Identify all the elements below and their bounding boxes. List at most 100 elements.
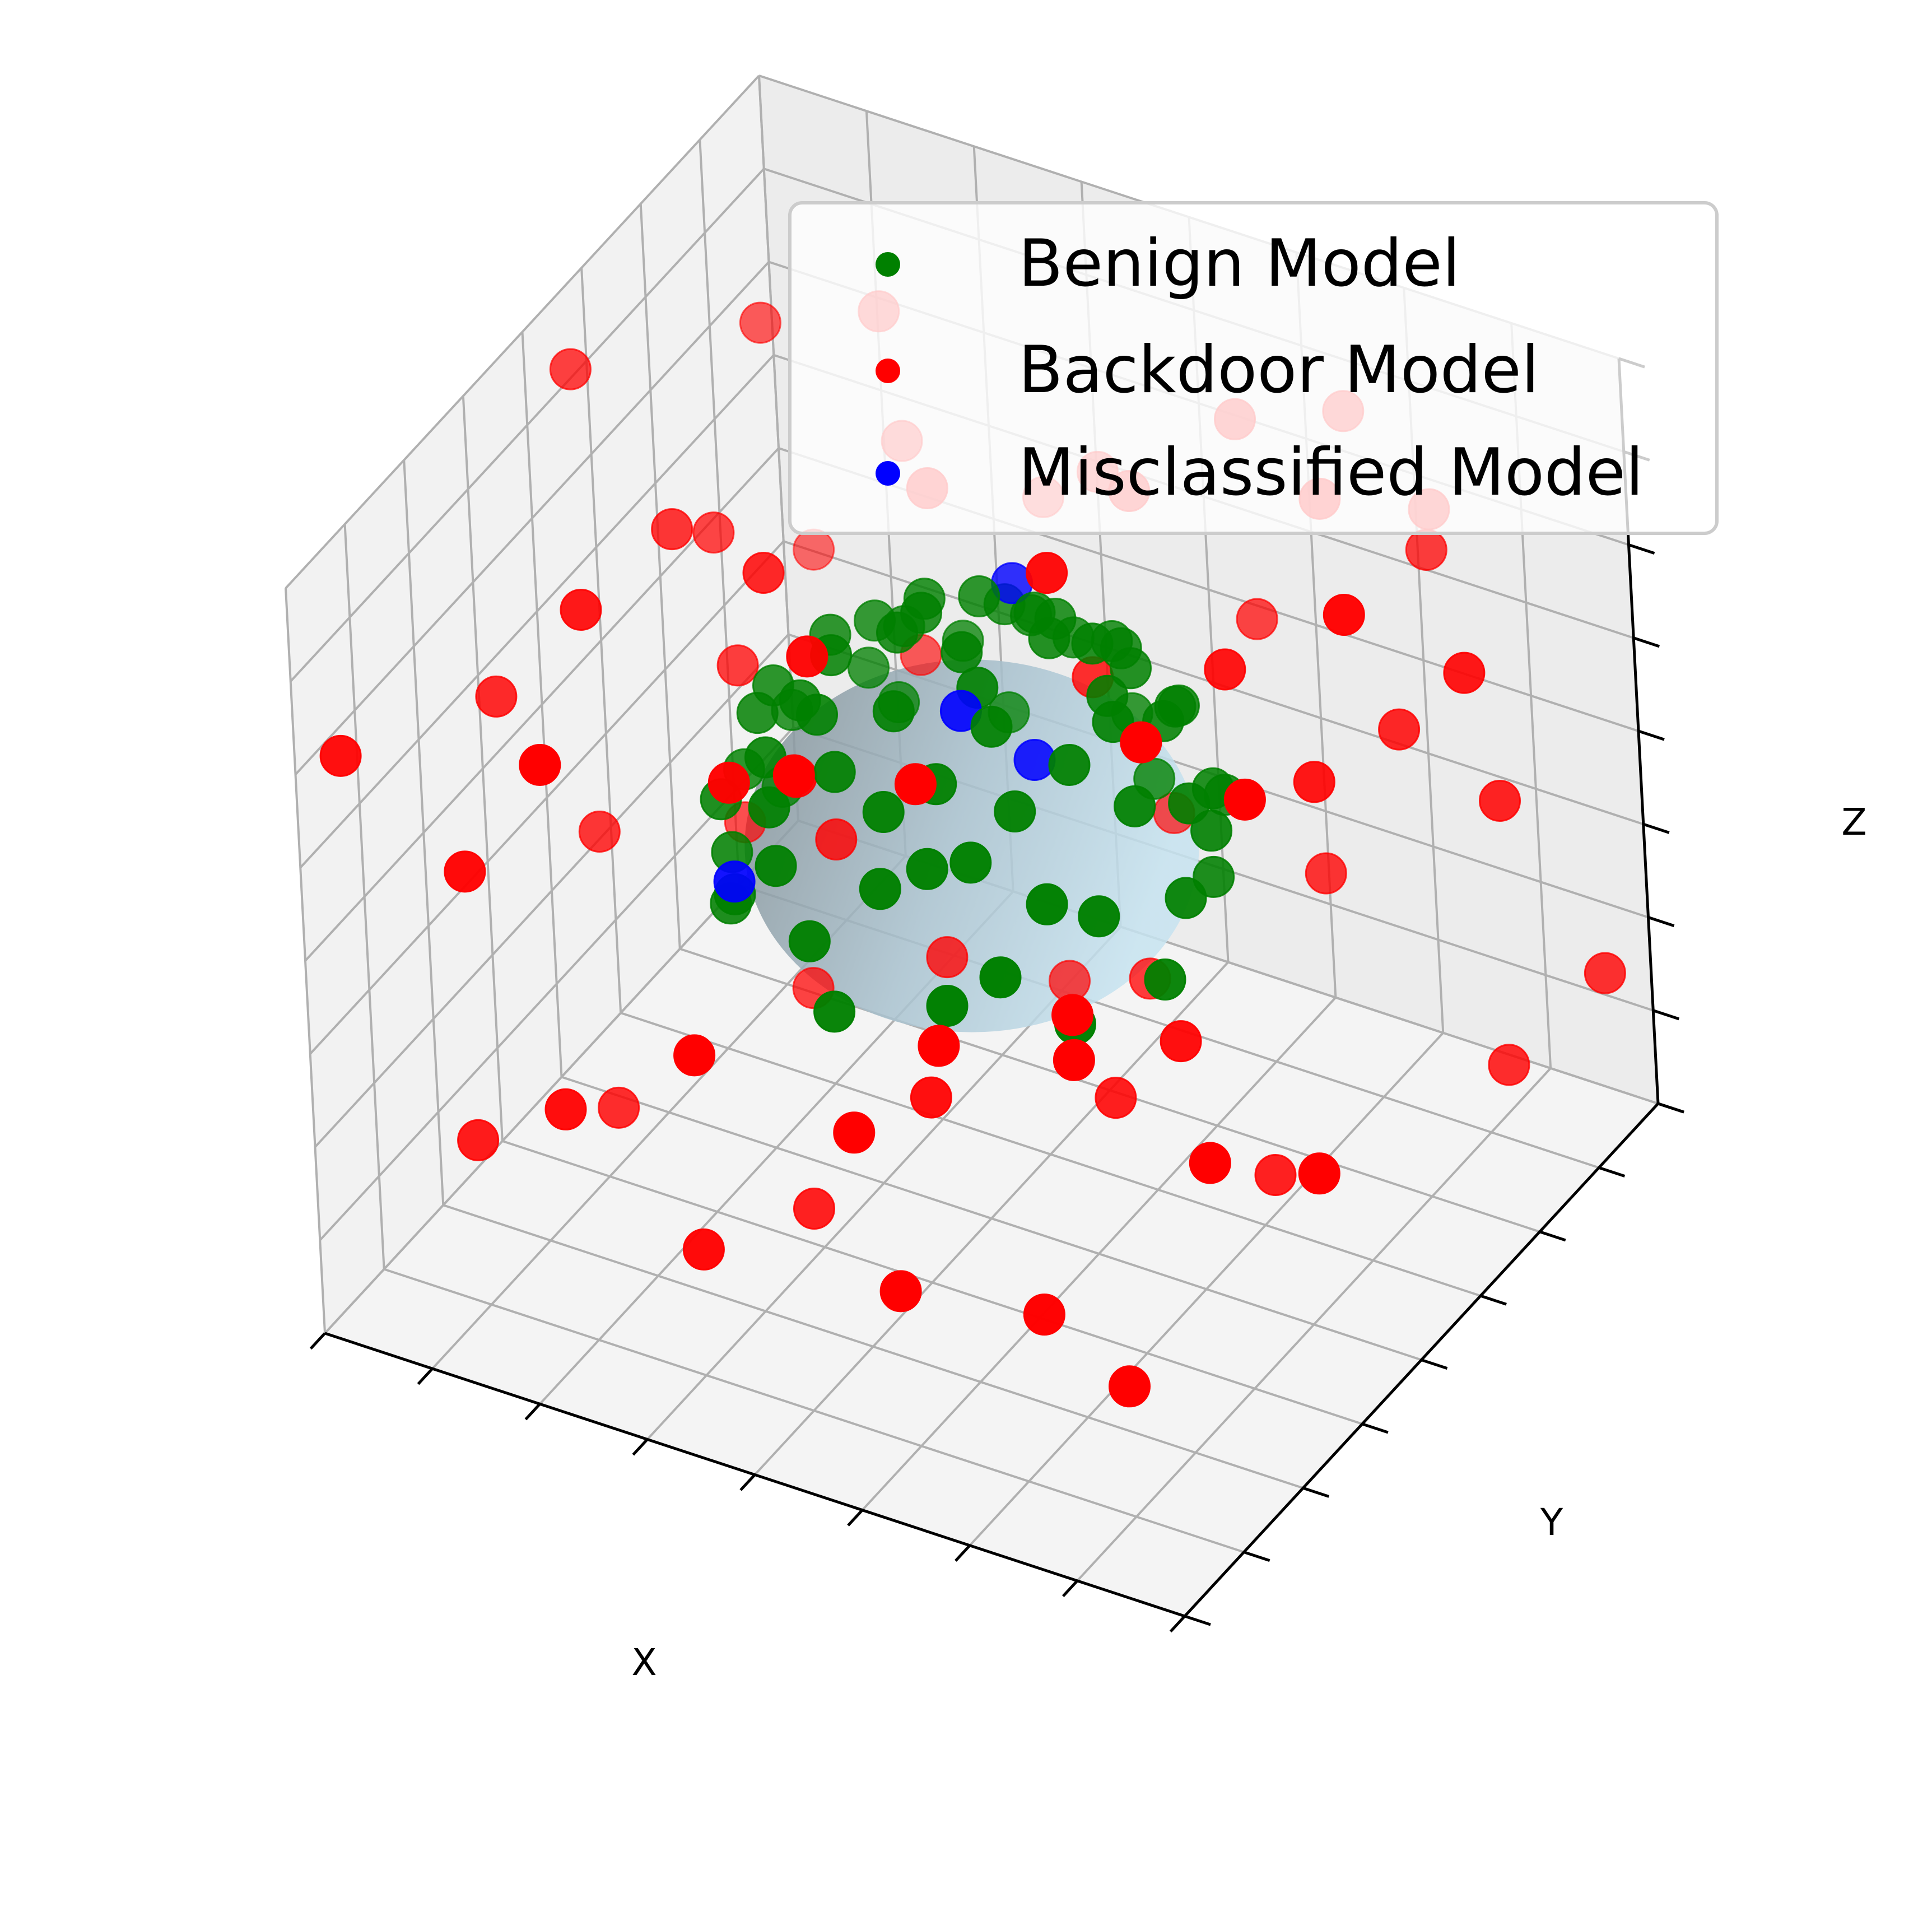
backdoor-point: [879, 1270, 922, 1313]
backdoor-point: [772, 754, 815, 797]
backdoor-point: [1323, 594, 1365, 636]
x-tick: [847, 1509, 864, 1527]
grid-line: [639, 203, 681, 949]
y-axis-label: Y: [1540, 1501, 1563, 1544]
legend-marker-misclassified: [876, 461, 900, 486]
benign-point: [1026, 883, 1068, 925]
y-tick: [1539, 1230, 1566, 1242]
x-tick: [309, 1332, 326, 1350]
backdoor-point: [1443, 652, 1486, 694]
benign-point: [748, 786, 790, 829]
scatter-points: [319, 290, 1626, 1408]
misclassified-point: [713, 860, 756, 903]
benign-point: [872, 690, 915, 733]
benign-point: [1110, 647, 1152, 690]
benign-point: [979, 956, 1022, 999]
x-tick: [632, 1438, 649, 1456]
benign-point: [813, 751, 856, 793]
grid-line: [561, 1076, 1422, 1361]
x-tick: [955, 1544, 971, 1562]
z-tick: [1647, 916, 1675, 928]
grid-line: [861, 997, 1337, 1511]
benign-point: [788, 920, 831, 962]
backdoor-point: [894, 763, 937, 806]
backdoor-point: [457, 1119, 500, 1161]
backdoor-point: [926, 936, 969, 979]
grid-line: [285, 75, 760, 589]
benign-point: [1078, 895, 1120, 938]
grid-line: [290, 167, 765, 682]
legend-label-misclassified: Misclassified Model: [1018, 435, 1644, 510]
x-tick: [1062, 1580, 1078, 1598]
backdoor-point: [1293, 761, 1335, 803]
backdoor-point: [1051, 994, 1094, 1036]
x-tick: [739, 1473, 756, 1491]
backdoor-point: [786, 635, 828, 678]
backdoor-point: [673, 1034, 716, 1077]
z-axis-label: Z: [1841, 801, 1866, 844]
y-tick: [1243, 1551, 1270, 1562]
benign-point: [1028, 617, 1070, 659]
benign-point: [862, 791, 905, 833]
backdoor-point: [1378, 708, 1421, 751]
x-tick: [417, 1367, 434, 1385]
backdoor-point: [319, 734, 362, 777]
backdoor-point: [707, 761, 750, 804]
y-tick: [1480, 1294, 1507, 1306]
backdoor-point: [1189, 1142, 1231, 1184]
benign-point: [736, 692, 779, 734]
benign-point: [1048, 744, 1091, 786]
backdoor-point: [578, 811, 621, 853]
backdoor-point: [475, 675, 518, 718]
backdoor-point: [1026, 552, 1068, 594]
z-tick: [1638, 729, 1665, 741]
grid-line: [969, 1032, 1444, 1547]
backdoor-point: [1236, 598, 1278, 640]
grid-line: [295, 261, 770, 775]
y-tick: [1362, 1422, 1389, 1434]
x-tick: [1169, 1615, 1186, 1633]
y-tick: [1658, 1102, 1684, 1114]
legend-label-benign: Benign Model: [1018, 226, 1460, 301]
benign-point: [1071, 622, 1114, 665]
y-tick: [1184, 1614, 1211, 1626]
backdoor-point: [1405, 529, 1447, 571]
y-tick: [1598, 1166, 1626, 1178]
backdoor-point: [910, 1076, 952, 1119]
benign-point: [848, 646, 890, 689]
benign-point: [1144, 958, 1186, 1001]
benign-point: [994, 790, 1036, 832]
backdoor-point: [716, 644, 759, 687]
backdoor-point: [1160, 1020, 1202, 1063]
legend-marker-benign: [876, 252, 900, 277]
backdoor-point: [742, 552, 785, 594]
y-tick: [1421, 1358, 1448, 1370]
benign-point: [1114, 785, 1156, 827]
z-tick: [1628, 543, 1655, 555]
x-tick: [524, 1403, 541, 1421]
benign-point: [949, 841, 992, 884]
benign-point: [796, 694, 838, 736]
backdoor-point: [651, 508, 693, 551]
y-tick: [1302, 1486, 1330, 1498]
backdoor-point: [1120, 721, 1162, 764]
benign-point: [876, 611, 918, 654]
backdoor-point: [1095, 1077, 1137, 1119]
backdoor-point: [1053, 1039, 1095, 1081]
backdoor-point: [793, 1188, 835, 1230]
backdoor-point: [739, 301, 781, 344]
benign-point: [1165, 877, 1207, 919]
backdoor-point: [598, 1086, 640, 1129]
backdoor-point: [1298, 1152, 1340, 1195]
grid-line: [580, 268, 622, 1013]
grid-line: [299, 354, 775, 869]
backdoor-point: [444, 850, 486, 893]
benign-point: [906, 848, 948, 890]
backdoor-point: [544, 1088, 587, 1130]
grid-line: [620, 1012, 1481, 1297]
backdoor-point: [1223, 778, 1266, 821]
z-tick: [1642, 822, 1670, 834]
backdoor-point: [549, 348, 592, 390]
benign-point: [755, 845, 797, 887]
backdoor-point: [519, 744, 561, 786]
